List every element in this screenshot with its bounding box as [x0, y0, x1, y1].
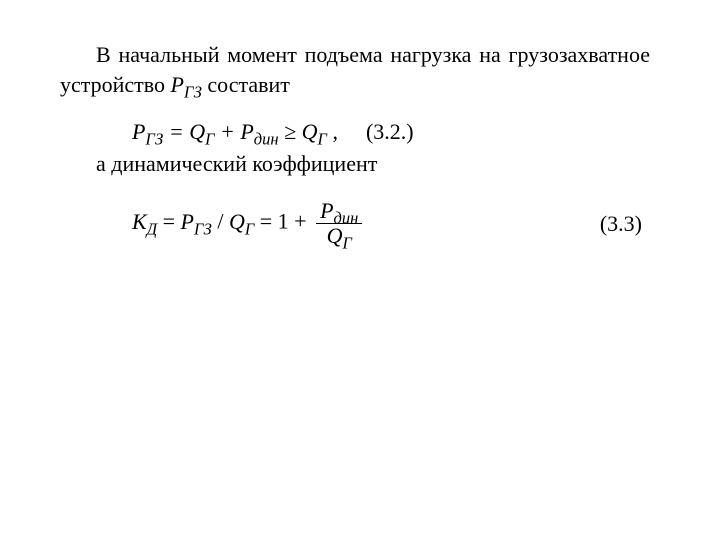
spacer-2 — [60, 187, 650, 195]
symbol-P-sub: ГЗ — [184, 82, 202, 101]
dyn-coef-line: а динамический коэффициент — [60, 149, 650, 179]
equation-3-3: КД = PГЗ / QГ = 1 + PдинQГ — [132, 199, 366, 248]
fraction: PдинQГ — [316, 199, 362, 248]
equation-3-2: PГЗ = QГ + Pдин ≥ QГ , — [132, 119, 338, 145]
page-content: В начальный момент подъема нагрузка на г… — [0, 0, 720, 540]
equation-3-3-row: КД = PГЗ / QГ = 1 + PдинQГ (3.3) — [60, 199, 650, 248]
intro-suffix: составит — [202, 72, 290, 97]
equation-3-2-number: (3.2.) — [366, 119, 414, 145]
fraction-denominator: QГ — [316, 224, 362, 248]
intro-prefix: В начальный момент подъема нагрузка на г… — [60, 42, 650, 97]
fraction-numerator: Pдин — [316, 199, 362, 224]
equation-3-2-row: PГЗ = QГ + Pдин ≥ QГ , (3.2.) — [60, 119, 650, 145]
equation-3-3-number: (3.3) — [600, 211, 650, 237]
intro-paragraph: В начальный момент подъема нагрузка на г… — [60, 40, 650, 99]
symbol-P: PГЗ — [171, 72, 202, 97]
spacer — [60, 107, 650, 115]
